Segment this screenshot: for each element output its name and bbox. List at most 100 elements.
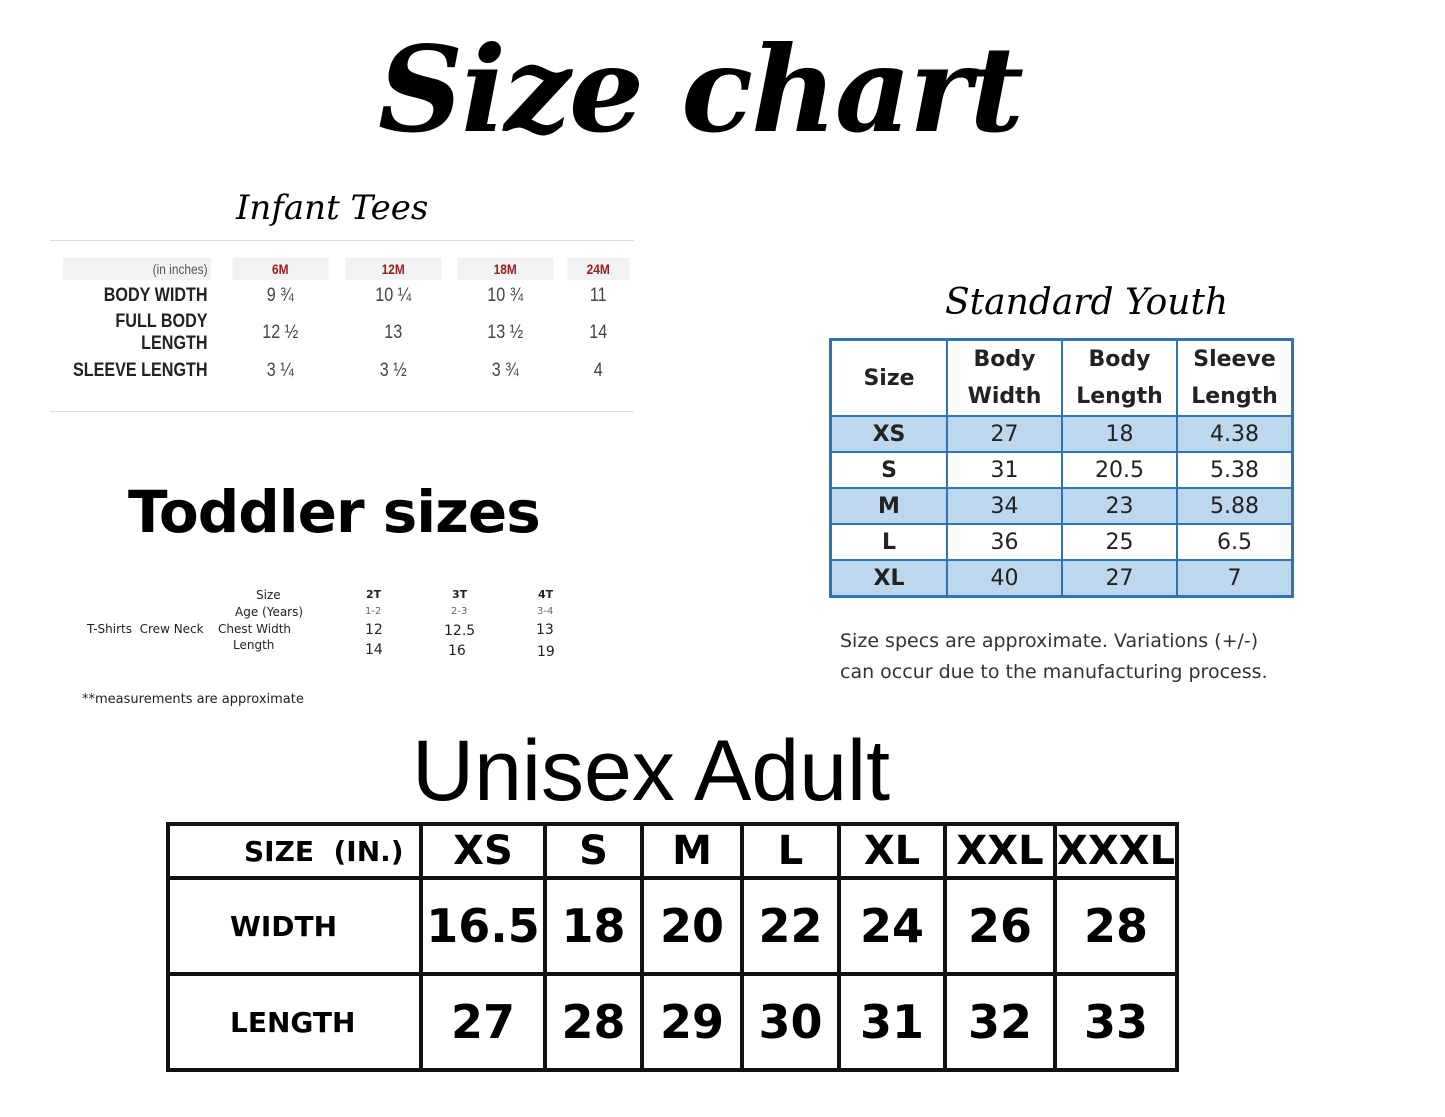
infant-row: FULL BODY LENGTH 12 ½ 13 13 ½ 14	[50, 311, 634, 355]
adult-size-header: S	[543, 822, 644, 880]
youth-size-cell: XL	[829, 559, 948, 598]
youth-value-cell: 18	[1061, 415, 1178, 453]
toddler-age: 2-3	[451, 606, 468, 617]
adult-value-cell: 26	[943, 876, 1057, 976]
youth-column-header: Size	[829, 338, 948, 417]
infant-cell: 10 ¾	[487, 284, 524, 306]
page-title: Size chart	[378, 20, 1024, 159]
toddler-size-header: 3T	[452, 588, 468, 601]
infant-cell: 14	[588, 322, 607, 343]
infant-section-title: Infant Tees	[236, 188, 429, 228]
infant-cell: 13 ½	[487, 322, 524, 343]
youth-note-line: Size specs are approximate. Variations (…	[840, 630, 1259, 652]
youth-value-cell: 40	[946, 559, 1063, 598]
youth-note: Size specs are approximate. Variations (…	[840, 626, 1268, 688]
youth-row: S 31 20.5 5.38	[829, 451, 1294, 489]
infant-cell: 3 ¼	[266, 359, 294, 381]
youth-value-cell: 23	[1061, 487, 1178, 525]
adult-size-header: XXL	[943, 822, 1057, 880]
adult-size-header: XXXL	[1052, 822, 1180, 880]
adult-size-header: XL	[837, 822, 947, 880]
infant-unit-label: (in inches)	[63, 258, 211, 280]
adult-value-cell: 24	[837, 876, 947, 976]
youth-value-cell: 7	[1176, 559, 1294, 598]
adult-header-label: SIZE (IN.)	[166, 822, 423, 880]
infant-cell: 4	[593, 359, 603, 381]
adult-row-label: LENGTH	[166, 972, 423, 1072]
adult-value-cell: 18	[543, 876, 644, 976]
youth-size-cell: L	[829, 523, 948, 561]
youth-row: M 34 23 5.88	[829, 487, 1294, 525]
infant-header-row: (in inches) 6M 12M 18M 24M	[50, 258, 634, 280]
infant-row-label: SLEEVE LENGTH	[72, 359, 208, 381]
youth-size-cell: M	[829, 487, 948, 525]
adult-value-cell: 16.5	[419, 876, 547, 976]
youth-section-title: Standard Youth	[945, 282, 1229, 323]
toddler-section-title: Toddler sizes	[128, 478, 541, 546]
infant-size-header: 12M	[344, 258, 441, 280]
adult-value-cell: 22	[740, 876, 841, 976]
adult-value-cell: 32	[943, 972, 1057, 1072]
infant-row-label: BODY WIDTH	[103, 284, 208, 306]
adult-value-cell: 33	[1052, 972, 1180, 1072]
toddler-chest: 13	[536, 622, 554, 638]
youth-column-header: Body Length	[1061, 338, 1178, 417]
toddler-chest-label: Chest Width	[218, 622, 292, 636]
youth-value-cell: 25	[1061, 523, 1178, 561]
youth-value-cell: 27	[946, 415, 1063, 453]
adult-header-row: SIZE (IN.) XS S M L XL XXL XXXL	[166, 822, 1180, 880]
youth-value-cell: 20.5	[1061, 451, 1178, 489]
youth-row: XL 40 27 7	[829, 559, 1294, 598]
infant-cell: 9 ¾	[266, 284, 294, 306]
youth-size-cell: XS	[829, 415, 948, 453]
youth-header-row: Size Body Width Body Length Sleeve Length	[829, 338, 1294, 417]
youth-size-table: Size Body Width Body Length Sleeve Length XS…	[829, 338, 1294, 598]
adult-row-label: WIDTH	[166, 876, 423, 976]
infant-cell: 3 ¾	[491, 359, 519, 381]
adult-row: WIDTH 16.5 18 20 22 24 26 28	[166, 876, 1180, 976]
toddler-size-header: 2T	[366, 588, 382, 601]
adult-size-header: M	[640, 822, 744, 880]
adult-value-cell: 30	[740, 972, 841, 1072]
adult-value-cell: 20	[640, 876, 744, 976]
youth-value-cell: 6.5	[1176, 523, 1294, 561]
adult-value-cell: 29	[640, 972, 744, 1072]
adult-value-cell: 28	[543, 972, 644, 1072]
youth-value-cell: 5.88	[1176, 487, 1294, 525]
youth-value-cell: 34	[946, 487, 1063, 525]
infant-size-header: 24M	[566, 258, 629, 280]
toddler-size-label: Size	[256, 588, 281, 602]
youth-row: XS 27 18 4.38	[829, 415, 1294, 453]
infant-size-header: 6M	[232, 258, 329, 280]
toddler-chest: 12.5	[444, 623, 476, 639]
toddler-age-label: Age (Years)	[235, 605, 304, 619]
toddler-age: 1-2	[365, 606, 382, 617]
youth-column-header: Sleeve Length	[1176, 338, 1294, 417]
youth-value-cell: 4.38	[1176, 415, 1294, 453]
youth-value-cell: 27	[1061, 559, 1178, 598]
adult-size-header: XS	[419, 822, 547, 880]
adult-row: LENGTH 27 28 29 30 31 32 33	[166, 972, 1180, 1072]
adult-value-cell: 31	[837, 972, 947, 1072]
infant-row: SLEEVE LENGTH 3 ¼ 3 ½ 3 ¾ 4	[50, 355, 634, 386]
youth-value-cell: 5.38	[1176, 451, 1294, 489]
toddler-product-label: T-Shirts Crew Neck	[87, 622, 204, 636]
infant-size-header: 18M	[457, 258, 554, 280]
infant-row-label: FULL BODY LENGTH	[115, 311, 208, 354]
toddler-length: 19	[537, 644, 555, 660]
toddler-size-header: 4T	[538, 588, 554, 601]
infant-cell: 12 ½	[262, 322, 299, 343]
toddler-age: 3-4	[537, 606, 554, 617]
infant-size-table: (in inches) 6M 12M 18M 24M BODY WIDTH 9 …	[50, 240, 634, 412]
adult-size-header: L	[740, 822, 841, 880]
youth-row: L 36 25 6.5	[829, 523, 1294, 561]
toddler-chest: 12	[365, 622, 383, 638]
youth-value-cell: 36	[946, 523, 1063, 561]
infant-cell: 10 ¼	[374, 284, 411, 306]
infant-cell: 13	[383, 322, 402, 343]
infant-cell: 3 ½	[379, 359, 407, 381]
infant-row: BODY WIDTH 9 ¾ 10 ¼ 10 ¾ 11	[50, 280, 634, 311]
youth-column-header: Body Width	[946, 338, 1063, 417]
adult-size-table: SIZE (IN.) XS S M L XL XXL XXXL WIDTH 16.5 18 20 22 2…	[166, 822, 1180, 1072]
adult-section-title: Unisex Adult	[412, 723, 891, 819]
